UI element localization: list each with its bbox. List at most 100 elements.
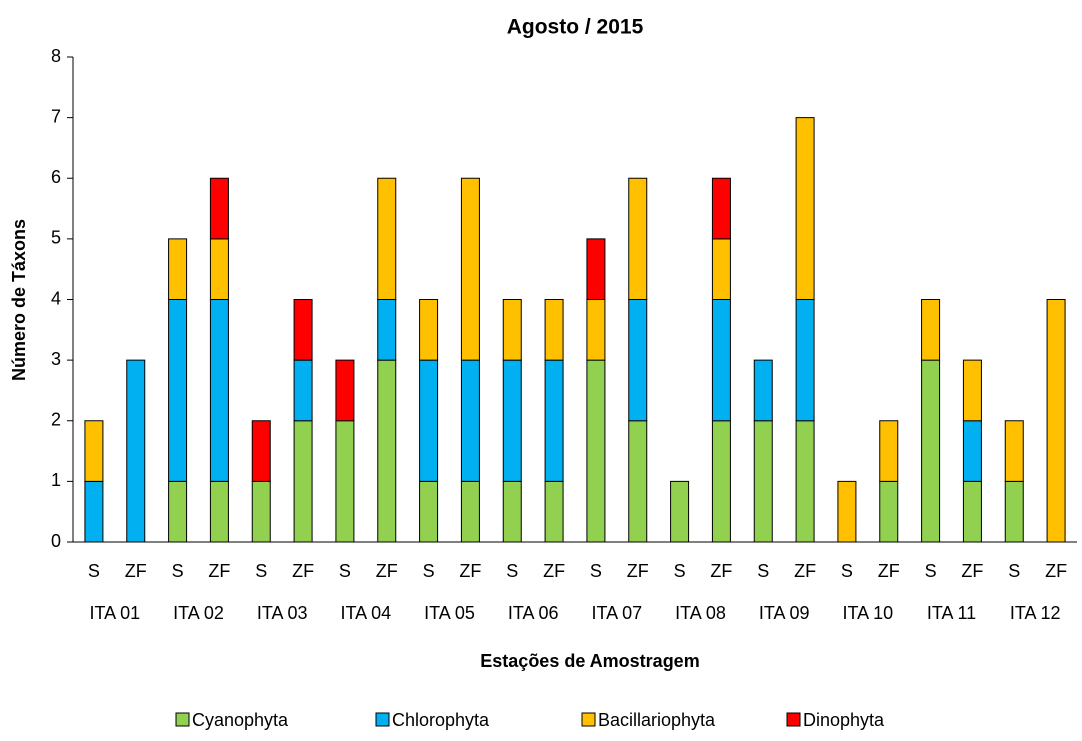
x-tick-label: ZF [208,561,230,581]
legend-label: Bacillariophyta [598,710,716,730]
bar-segment [1046,299,1066,543]
bar-segment [711,238,731,300]
x-tick-label: S [1008,561,1020,581]
bar-segment [711,299,731,422]
legend-swatch [581,712,596,727]
bar-segment [502,359,522,482]
bar-segment [586,299,606,361]
bar-segment [711,177,731,240]
y-tick-label: 1 [51,470,61,490]
bar-segment [837,480,857,543]
bar-segment [293,299,313,361]
legend-swatch [175,712,190,727]
bar-segment [544,359,564,482]
group-label: ITA 08 [675,603,726,623]
x-tick-label: ZF [459,561,481,581]
bar-segment [168,480,188,543]
x-tick-label: ZF [627,561,649,581]
group-label: ITA 10 [842,603,893,623]
x-tick-label: S [339,561,351,581]
x-tick-label: S [255,561,267,581]
group-label: ITA 03 [257,603,308,623]
bar-segment [753,420,773,543]
y-tick-label: 4 [51,288,61,308]
bar-segment [879,420,899,482]
x-tick-label: S [172,561,184,581]
bar-segment [628,299,648,422]
group-label: ITA 02 [173,603,224,623]
x-tick-label: S [757,561,769,581]
x-tick-label: ZF [543,561,565,581]
x-tick-label: S [423,561,435,581]
x-tick-label: ZF [376,561,398,581]
bar-segment [460,480,480,543]
bar-segment [628,420,648,543]
bar-segment [544,480,564,543]
bar-segment [921,359,941,543]
legend-label: Dinophyta [803,710,885,730]
y-tick-label: 0 [51,531,61,551]
bar-segment [377,359,397,543]
legend-label: Cyanophyta [192,710,289,730]
bar-segment [84,480,104,543]
y-tick-label: 3 [51,349,61,369]
y-tick-label: 2 [51,410,61,430]
bar-segment [795,117,815,300]
bar-segment [502,480,522,543]
bar-segment [377,177,397,300]
x-tick-label: S [841,561,853,581]
x-tick-label: ZF [125,561,147,581]
bar-segment [795,299,815,422]
bar-segment [586,359,606,543]
group-label: ITA 07 [591,603,642,623]
x-tick-label: ZF [292,561,314,581]
bar-segment [168,299,188,482]
group-label: ITA 06 [508,603,559,623]
bar-segment [962,420,982,482]
x-tick-label: ZF [1045,561,1067,581]
bar-segment [209,480,229,543]
bar-segment [293,420,313,543]
bar-segment [377,299,397,361]
bar-segment [251,420,271,482]
bar-segment [419,359,439,482]
bar-segment [460,177,480,361]
bar-segment [209,238,229,300]
x-tick-label: ZF [961,561,983,581]
bar-segment [251,480,271,543]
y-tick-label: 8 [51,46,61,66]
bar-segment [586,238,606,300]
bar-segment [502,299,522,361]
bar-segment [335,420,355,543]
bar-segment [670,480,690,543]
bar-segment [84,420,104,482]
bar-segment [921,299,941,361]
x-tick-label: S [88,561,100,581]
x-tick-label: S [590,561,602,581]
chart-title: Agosto / 2015 [507,16,644,39]
y-tick-label: 7 [51,106,61,126]
group-label: ITA 05 [424,603,475,623]
x-tick-label: ZF [710,561,732,581]
bar-segment [879,480,899,543]
group-label: ITA 09 [759,603,810,623]
bar-segment [544,299,564,361]
bar-segment [168,238,188,300]
bar-segment [795,420,815,543]
group-label: ITA 12 [1010,603,1061,623]
bar-segment [962,480,982,543]
x-axis-title: Estações de Amostragem [480,651,699,671]
bar-segment [126,359,146,543]
group-label: ITA 04 [340,603,391,623]
bar-segment [962,359,982,422]
legend-swatch [786,712,801,727]
y-axis-title: Número de Táxons [9,219,29,381]
bar-segment [209,177,229,240]
bar-segment [419,480,439,543]
bar-segment [209,299,229,482]
legend-swatch [375,712,390,727]
y-tick-label: 6 [51,167,61,187]
x-tick-label: S [674,561,686,581]
x-tick-label: ZF [878,561,900,581]
